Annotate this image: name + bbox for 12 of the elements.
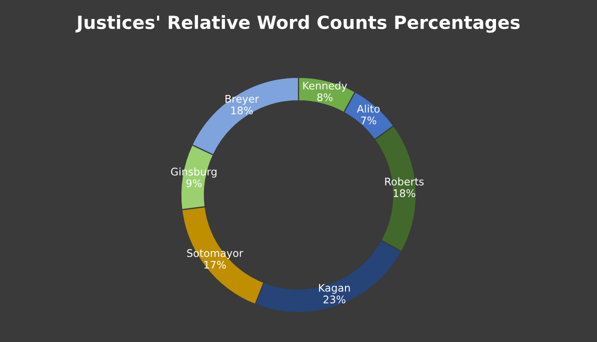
data-label: 8% [317, 93, 333, 102]
data-label: 17% [204, 260, 226, 269]
data-label: 18% [394, 189, 416, 198]
chart-title: Justices' Relative Word Counts Percentages [75, 15, 520, 33]
data-label: 7% [361, 116, 376, 124]
slice-label: Kennedy [303, 82, 348, 92]
slice-label: Kagan [319, 284, 350, 294]
slice-label: Alito [356, 104, 380, 113]
slice-label: Roberts [385, 177, 424, 186]
data-label: 9% [186, 179, 202, 188]
data-label: 23% [324, 296, 346, 304]
data-label: 18% [231, 106, 253, 114]
